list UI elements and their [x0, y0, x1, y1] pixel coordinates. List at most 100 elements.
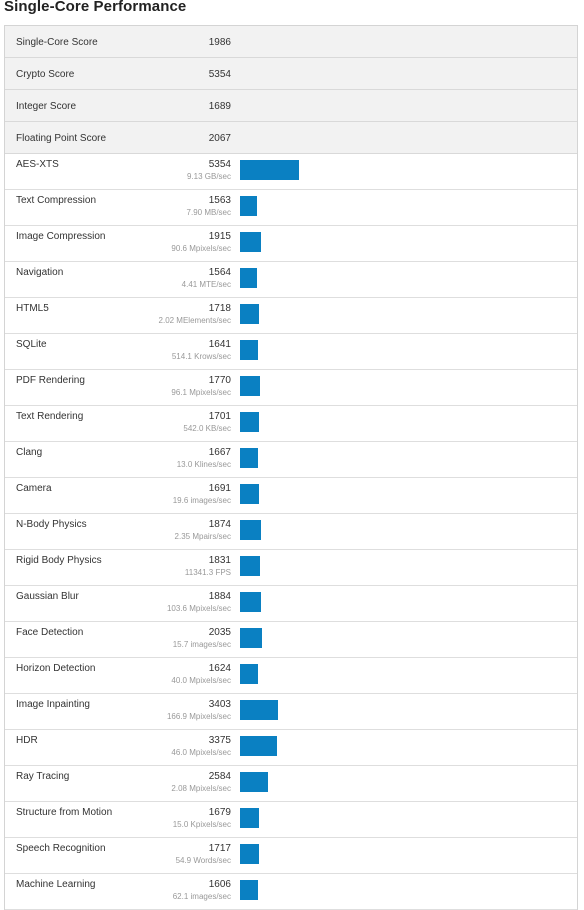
workload-score-bar — [240, 664, 258, 684]
workload-row: PDF Rendering 1770 96.1 Mpixels/sec — [5, 370, 577, 406]
workload-score: 1606 — [208, 879, 231, 890]
workload-label: AES-XTS — [16, 159, 59, 170]
workload-score: 1641 — [208, 339, 231, 350]
workload-score-bar — [240, 772, 268, 792]
workload-score: 1915 — [208, 231, 231, 242]
workload-rate: 90.6 Mpixels/sec — [171, 244, 231, 253]
workload-score: 1884 — [208, 591, 231, 602]
workload-score: 5354 — [208, 159, 231, 170]
workload-row: Ray Tracing 2584 2.08 Mpixels/sec — [5, 766, 577, 802]
workload-score-bar — [240, 628, 262, 648]
workload-row: Gaussian Blur 1884 103.6 Mpixels/sec — [5, 586, 577, 622]
workload-rate: 542.0 KB/sec — [183, 424, 231, 433]
workload-label: Face Detection — [16, 627, 84, 638]
workload-rate: 54.9 Words/sec — [175, 856, 231, 865]
workload-score: 3403 — [208, 699, 231, 710]
workload-rate: 96.1 Mpixels/sec — [171, 388, 231, 397]
workload-rate: 9.13 GB/sec — [186, 172, 231, 181]
workload-rate: 15.0 Kpixels/sec — [172, 820, 231, 829]
workload-rate: 40.0 Mpixels/sec — [171, 676, 231, 685]
workload-row: Clang 1667 13.0 Klines/sec — [5, 442, 577, 478]
workload-rate: 7.90 MB/sec — [186, 208, 231, 217]
workload-rate: 514.1 Krows/sec — [171, 352, 231, 361]
workload-score: 1691 — [208, 483, 231, 494]
workload-score: 1874 — [208, 519, 231, 530]
workload-label: Image Compression — [16, 231, 106, 242]
summary-label: Floating Point Score — [16, 133, 107, 144]
workload-rate: 2.02 MElements/sec — [158, 316, 231, 325]
workload-score: 2035 — [208, 627, 231, 638]
workload-row: Rigid Body Physics 1831 11341.3 FPS — [5, 550, 577, 586]
single-core-table: Single-Core Score 1986 Crypto Score 5354 Int… — [4, 25, 578, 910]
workload-score: 1831 — [208, 555, 231, 566]
workload-score-bar — [240, 700, 278, 720]
workload-label: Horizon Detection — [16, 663, 96, 674]
summary-row: Floating Point Score 2067 — [5, 122, 577, 154]
workload-row: Image Compression 1915 90.6 Mpixels/sec — [5, 226, 577, 262]
summary-label: Crypto Score — [16, 69, 75, 80]
workload-score: 1563 — [208, 195, 231, 206]
summary-row: Crypto Score 5354 — [5, 58, 577, 90]
workload-score-bar — [240, 376, 260, 396]
workload-label: Text Rendering — [16, 411, 84, 422]
workload-score: 1718 — [208, 303, 231, 314]
workload-label: HTML5 — [16, 303, 49, 314]
workload-row: Structure from Motion 1679 15.0 Kpixels/se… — [5, 802, 577, 838]
workload-rate: 2.08 Mpixels/sec — [171, 784, 231, 793]
workload-score-bar — [240, 844, 259, 864]
summary-value: 2067 — [208, 133, 231, 144]
summary-row: Single-Core Score 1986 — [5, 26, 577, 58]
summary-value: 1689 — [208, 101, 231, 112]
workload-rate: 103.6 Mpixels/sec — [166, 604, 231, 613]
summary-value: 5354 — [208, 69, 231, 80]
workload-row: Speech Recognition 1717 54.9 Words/sec — [5, 838, 577, 874]
workload-score-bar — [240, 808, 259, 828]
workload-label: Text Compression — [16, 195, 97, 206]
workload-row: Image Inpainting 3403 166.9 Mpixels/sec — [5, 694, 577, 730]
page-title: Single-Core Performance — [4, 0, 187, 15]
workload-label: SQLite — [16, 339, 47, 350]
workload-rate: 13.0 Klines/sec — [176, 460, 231, 469]
workload-label: Ray Tracing — [16, 771, 70, 782]
workload-score-bar — [240, 412, 259, 432]
workload-label: Camera — [16, 483, 52, 494]
summary-label: Integer Score — [16, 101, 77, 112]
workload-row: Text Compression 1563 7.90 MB/sec — [5, 190, 577, 226]
workload-label: Image Inpainting — [16, 699, 90, 710]
workload-rate: 11341.3 FPS — [184, 568, 231, 577]
workload-score-bar — [240, 556, 260, 576]
summary-value: 1986 — [208, 37, 231, 48]
workload-row: AES-XTS 5354 9.13 GB/sec — [5, 154, 577, 190]
workload-score-bar — [240, 232, 261, 252]
workload-row: HDR 3375 46.0 Mpixels/sec — [5, 730, 577, 766]
workload-label: Gaussian Blur — [16, 591, 79, 602]
workload-rate: 62.1 images/sec — [172, 892, 231, 901]
workload-row: Text Rendering 1701 542.0 KB/sec — [5, 406, 577, 442]
workload-score-bar — [240, 736, 277, 756]
workload-score-bar — [240, 340, 258, 360]
workload-row: Face Detection 2035 15.7 images/sec — [5, 622, 577, 658]
workload-row: N-Body Physics 1874 2.35 Mpairs/sec — [5, 514, 577, 550]
workload-rate: 46.0 Mpixels/sec — [171, 748, 231, 757]
workload-row: HTML5 1718 2.02 MElements/sec — [5, 298, 577, 334]
workload-label: N-Body Physics — [16, 519, 87, 530]
workload-score: 1701 — [208, 411, 231, 422]
workload-row: Horizon Detection 1624 40.0 Mpixels/sec — [5, 658, 577, 694]
workload-label: Rigid Body Physics — [16, 555, 102, 566]
workload-score-bar — [240, 160, 299, 180]
workload-label: Speech Recognition — [16, 843, 106, 854]
workload-rate: 15.7 images/sec — [172, 640, 231, 649]
workload-row: SQLite 1641 514.1 Krows/sec — [5, 334, 577, 370]
workload-rate: 19.6 images/sec — [172, 496, 231, 505]
workload-score: 1717 — [208, 843, 231, 854]
workload-score-bar — [240, 304, 259, 324]
workload-score: 1564 — [208, 267, 231, 278]
workload-score: 1667 — [208, 447, 231, 458]
workload-label: PDF Rendering — [16, 375, 85, 386]
workload-score-bar — [240, 268, 257, 288]
workload-score-bar — [240, 196, 257, 216]
workload-score-bar — [240, 592, 261, 612]
workload-score: 1624 — [208, 663, 231, 674]
workload-rate: 2.35 Mpairs/sec — [174, 532, 231, 541]
workload-label: Structure from Motion — [16, 807, 113, 818]
